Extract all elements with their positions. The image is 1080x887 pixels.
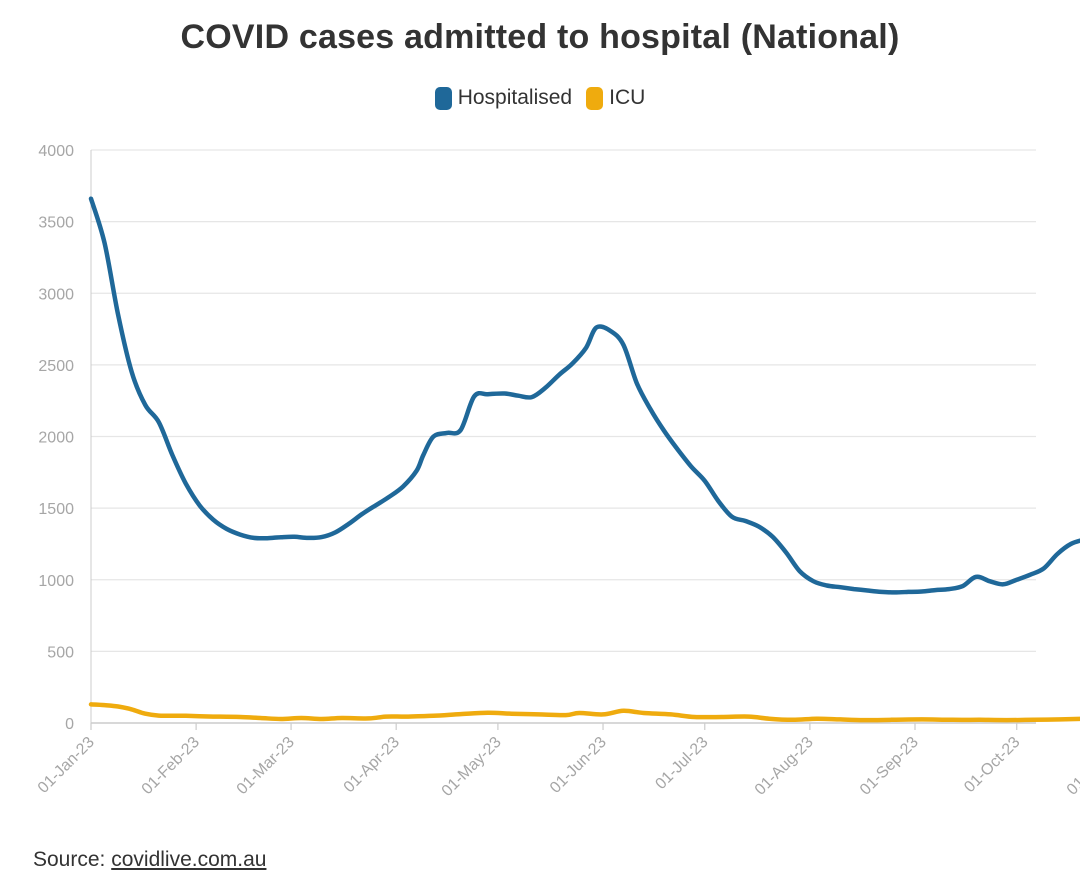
y-tick-label: 3000 [38,286,74,303]
x-tick-label: 01-Mar-23 [234,734,298,798]
y-tick-label: 3500 [38,215,74,232]
y-tick-label: 0 [65,716,74,733]
series-line-icu [88,702,1080,723]
source-note: Source: covidlive.com.au [33,848,266,872]
y-tick-label: 1500 [38,501,74,518]
series-line-hospitalised [88,196,1080,595]
legend-item-icu[interactable]: ICU [586,86,645,110]
x-tick-label: 01-Apr-23 [341,734,403,796]
y-tick-label: 1000 [38,573,74,590]
x-tick-label: 01-Jul-23 [652,734,711,793]
x-tick-label: 01-Sep-23 [857,734,922,799]
x-tick-label: 01-May-23 [439,734,505,800]
y-tick-label: 500 [47,644,74,661]
x-tick-label: 01-Nov-23 [1064,734,1080,799]
y-tick-label: 4000 [38,143,74,160]
source-link[interactable]: covidlive.com.au [111,848,267,871]
y-tick-label: 2500 [38,358,74,375]
x-tick-label: 01-Jun-23 [547,734,610,797]
x-tick-label: 01-Jan-23 [35,734,98,797]
line-chart: 0 500 1000 1500 2000 2500 3000 3500 4000 01-Jan-2… [35,143,1080,800]
legend-swatch-hospitalised [434,86,452,110]
chart-title: COVID cases admitted to hospital (Nation… [180,18,900,56]
x-tick-label: 01-Aug-23 [752,734,817,799]
y-tick-label: 2000 [38,430,74,447]
legend-swatch-icu [586,86,604,110]
chart-legend: Hospitalised ICU [0,86,1080,110]
x-tick-label: 01-Feb-23 [139,734,203,798]
legend-label-hospitalised: Hospitalised [457,86,573,109]
legend-label-icu: ICU [609,86,646,109]
legend-item-hospitalised[interactable]: Hospitalised [434,86,573,110]
x-tick-label: 01-Oct-23 [961,734,1023,796]
source-prefix: Source: [33,848,112,871]
